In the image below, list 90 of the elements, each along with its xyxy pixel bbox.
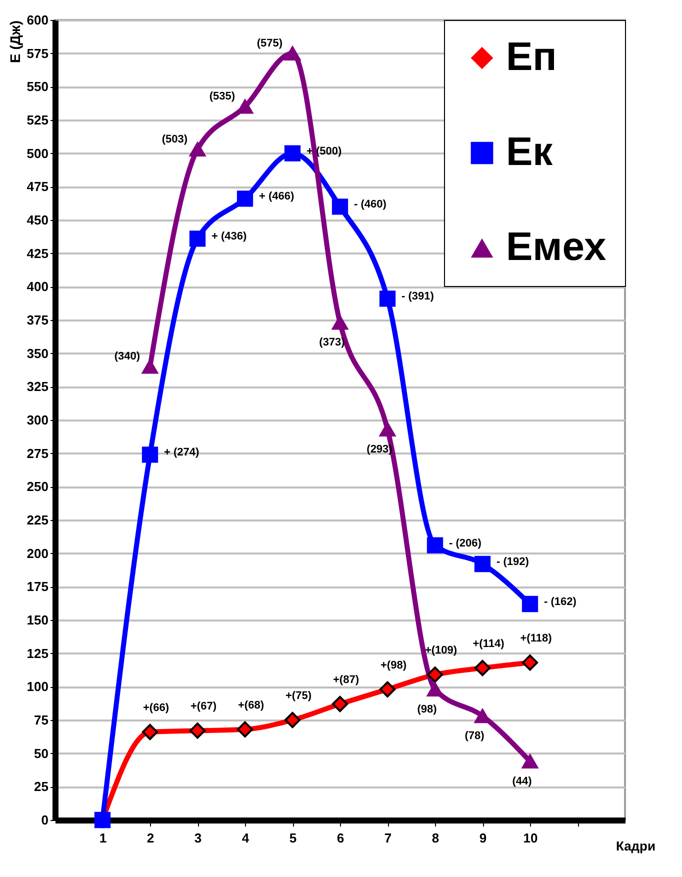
legend-label: Ек [506,130,554,174]
y-tick-label: 350 [26,346,48,361]
point [236,190,254,207]
x-tick-label: 7 [384,830,392,846]
x-tick-label: 4 [242,830,250,846]
data-label: + (500) [306,145,342,158]
x-tick-label: 9 [479,830,487,846]
y-tick-label: 475 [26,179,48,194]
point [189,722,206,739]
y-tick-label: 25 [34,779,48,794]
point [379,290,396,307]
y-tick-label: 575 [26,46,48,61]
y-tick-label: 50 [34,746,48,761]
data-label: (340) [114,350,140,363]
y-tick-label: 200 [26,546,48,561]
y-tick-label: 525 [26,112,48,128]
data-label: (535) [209,90,236,103]
y-tick-label: 150 [26,612,48,628]
data-label: + (466) [259,190,294,203]
data-label: +(75) [286,690,312,702]
data-label: (78) [464,730,485,742]
data-label: +(118) [520,632,552,645]
legend-label: Еп [506,35,557,79]
data-label: - (162) [544,596,577,608]
data-label: (44) [512,775,532,788]
x-tick-label: 2 [146,830,154,846]
x-tick-label: 1 [99,830,107,846]
point [284,712,301,728]
x-tick-label: 3 [194,830,202,846]
data-label: - (391) [402,290,434,303]
y-tick-label: 225 [26,512,48,528]
y-tick-label: 250 [26,479,48,494]
point [426,682,444,696]
y-tick-label: 275 [26,446,48,461]
x-axis-title: Кадри [616,838,656,854]
point [284,46,301,60]
legend-label: Емех [506,225,606,269]
point [522,754,538,768]
x-tick-label: 5 [289,830,297,846]
y-tick-label: 400 [26,279,48,294]
point [379,422,396,436]
data-label: +(114) [472,638,505,650]
x-tick-label: 6 [336,830,344,846]
y-tick-label: 75 [34,712,48,728]
y-tick-label: 100 [26,679,48,694]
point [426,666,444,683]
point [142,360,158,374]
data-label: + (274) [164,446,200,459]
data-label: - (206) [449,537,482,550]
data-label: - (460) [354,198,387,211]
y-tick-label: 125 [26,646,48,661]
point [284,145,301,162]
x-tick-label: 10 [523,830,538,846]
y-tick-label: 325 [26,379,48,394]
data-label: +(98) [380,659,407,672]
data-label: +(67) [190,700,217,713]
y-tick-label: 600 [26,12,48,28]
point [522,596,538,612]
point [332,316,348,330]
data-label: (503) [162,133,188,146]
data-label: + (436) [212,230,247,243]
point [236,721,254,738]
y-tick-label: 500 [26,146,48,161]
point [189,142,206,156]
y-tick-label: 175 [26,579,48,594]
point [522,654,538,671]
point [474,556,491,572]
point [142,724,158,740]
y-tick-label: 450 [26,212,48,228]
y-tick-label: 300 [26,412,48,428]
y-axis-title: E (Дж) [6,20,23,63]
y-tick-label: 550 [26,79,48,94]
point [379,681,396,698]
point [332,198,348,215]
x-tick-label: 8 [432,830,440,846]
data-label: +(87) [333,674,360,686]
point [142,446,158,463]
data-label: +(66) [143,702,170,714]
data-label: - (192) [496,556,530,568]
y-tick-label: 0 [41,812,48,828]
data-label: (98) [417,703,438,716]
y-tick-label: 375 [26,312,48,328]
data-label: (575) [256,37,283,50]
y-tick-label: 425 [26,246,48,261]
point [426,537,444,554]
point [332,696,348,712]
data-label: +(68) [238,699,264,712]
point [474,660,491,676]
point [189,230,206,247]
data-label: +(109) [424,644,458,657]
